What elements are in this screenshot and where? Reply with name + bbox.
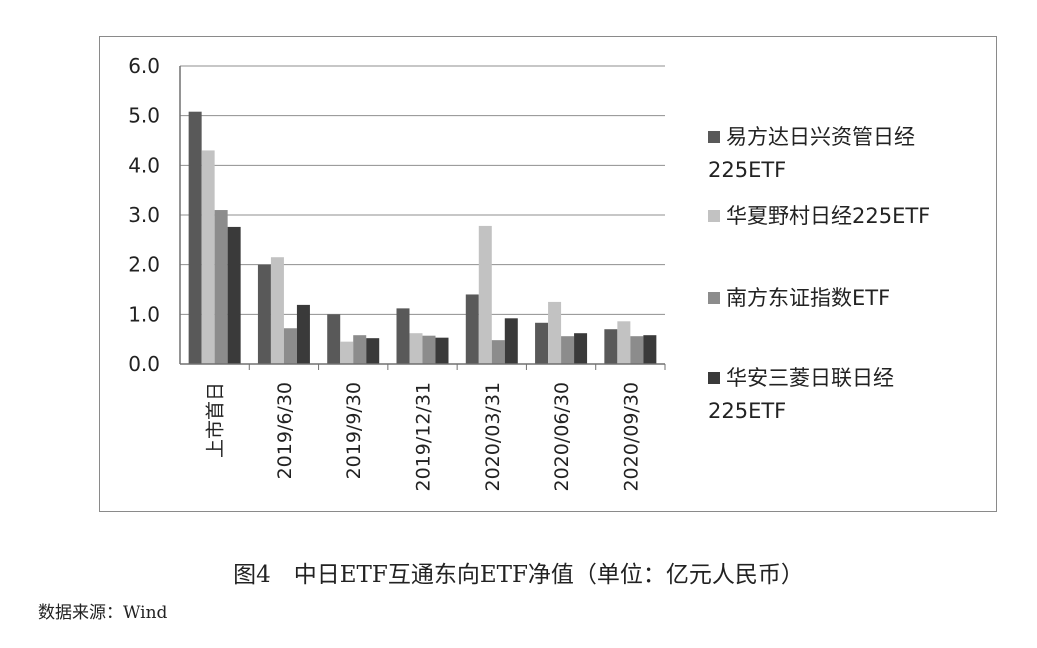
y-tick-label: 1.0 xyxy=(128,302,160,326)
bar-3 xyxy=(561,336,575,364)
x-tick-label: 2019/6/30 xyxy=(274,382,296,479)
legend-item: 华夏野村日经225ETF xyxy=(708,200,973,233)
bar-4 xyxy=(227,226,241,364)
chart-frame xyxy=(99,36,997,512)
bar-1 xyxy=(327,314,341,364)
legend-label: 华夏野村日经225ETF xyxy=(726,204,931,228)
bar-2 xyxy=(617,321,631,364)
legend-label: 南方东证指数ETF xyxy=(726,286,891,310)
bar-1 xyxy=(535,322,549,364)
bar-2 xyxy=(201,150,215,364)
bar-4 xyxy=(435,337,449,364)
bar-2 xyxy=(409,333,423,364)
bar-2 xyxy=(478,225,492,364)
legend-swatch xyxy=(708,292,720,304)
data-source: 数据来源：Wind xyxy=(38,603,168,623)
bar-4 xyxy=(574,333,588,364)
y-tick-label: 0.0 xyxy=(128,352,160,376)
x-tick-label: 2019/12/31 xyxy=(413,382,435,492)
bar-3 xyxy=(214,210,228,364)
bar-2 xyxy=(340,341,354,364)
bar-2 xyxy=(270,257,284,364)
y-tick-label: 4.0 xyxy=(128,153,160,177)
y-tick-label: 3.0 xyxy=(128,203,160,227)
bar-1 xyxy=(465,294,479,364)
x-tick-label: 2020/06/30 xyxy=(551,382,573,492)
bar-1 xyxy=(396,308,410,364)
bar-3 xyxy=(353,335,367,364)
x-tick-label: 2020/03/31 xyxy=(482,382,504,492)
y-tick-label: 6.0 xyxy=(128,54,160,78)
bar-3 xyxy=(283,328,297,364)
bar-1 xyxy=(604,329,618,364)
figure-caption: 图4 中日ETF互通东向ETF净值（单位：亿元人民币） xyxy=(233,562,804,588)
bar-3 xyxy=(630,336,644,364)
y-tick-label: 2.0 xyxy=(128,253,160,277)
legend-swatch xyxy=(708,372,720,384)
y-tick-label: 5.0 xyxy=(128,104,160,128)
legend-swatch xyxy=(708,210,720,222)
bar-4 xyxy=(643,335,657,364)
bar-4 xyxy=(366,338,380,364)
axes: 0.0 1.0 2.0 3.0 4.0 5.0 6.0 上市首日 2019/6/30 2019/9… xyxy=(128,54,666,492)
bar-4 xyxy=(296,304,310,364)
bar-3 xyxy=(422,335,436,364)
x-tick-label: 2020/09/30 xyxy=(620,382,642,492)
x-tick-label: 上市首日 xyxy=(205,382,227,458)
bar-4 xyxy=(504,318,518,364)
legend-label: 易方达日兴资管日经225ETF xyxy=(708,125,915,182)
legend-swatch xyxy=(708,131,720,143)
legend-label: 华安三菱日联日经225ETF xyxy=(708,366,894,423)
bar-3 xyxy=(491,340,505,364)
bar-2 xyxy=(548,301,562,364)
bar-1 xyxy=(257,264,271,364)
bars xyxy=(188,111,657,365)
legend-item: 华安三菱日联日经225ETF xyxy=(708,362,958,428)
gridlines xyxy=(180,65,665,315)
legend-item: 南方东证指数ETF xyxy=(708,282,973,315)
bar-1 xyxy=(188,111,202,365)
x-tick-label: 2019/9/30 xyxy=(343,382,365,479)
legend-item: 易方达日兴资管日经225ETF xyxy=(708,121,973,187)
